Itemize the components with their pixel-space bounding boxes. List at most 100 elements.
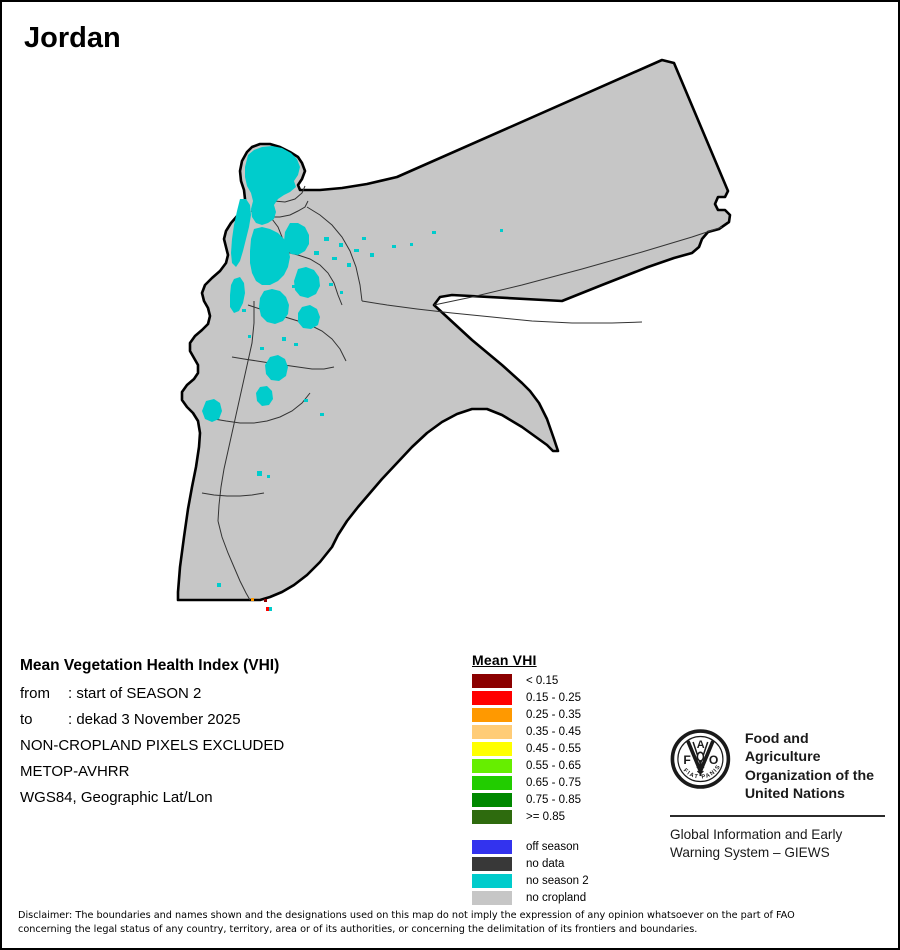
to-value: : dekad 3 November 2025 <box>68 711 241 728</box>
cyan-px-1 <box>324 237 329 241</box>
admin-line-zarqa-north <box>306 206 363 302</box>
vhi-px-cyan-s1 <box>269 607 272 611</box>
fao-org-name: Food and Agriculture Organization of the… <box>745 728 885 804</box>
cyan-px-26 <box>277 297 281 300</box>
giews-line-1: Global Information and Early <box>670 826 843 842</box>
legend-label-3: 0.35 - 0.45 <box>526 725 581 738</box>
jordan-map-svg <box>176 58 732 611</box>
cyan-px-2 <box>339 243 343 247</box>
from-value: : start of SEASON 2 <box>68 685 202 702</box>
legend-label-no-cropland: no cropland <box>526 891 587 904</box>
cyan-cluster-irbid <box>245 146 300 225</box>
cyan-cluster-madaba <box>265 355 288 381</box>
cyan-px-29 <box>254 257 258 261</box>
cyan-px-27 <box>432 231 436 234</box>
legend-swatch-8 <box>472 809 512 824</box>
disclaimer: Disclaimer: The boundaries and names sho… <box>18 909 886 937</box>
fao-org-line-1: Food and Agriculture <box>744 731 821 766</box>
cyan-px-12 <box>307 275 311 279</box>
legend-label-no-season-2: no season 2 <box>526 874 589 887</box>
cyan-px-3 <box>354 249 359 252</box>
legend-swatch-4 <box>472 741 512 756</box>
legend-label-4: 0.45 - 0.55 <box>526 742 581 755</box>
fao-emblem-icon: F A O FIAT PANIS <box>670 729 731 789</box>
cyan-px-11 <box>410 243 413 246</box>
cyan-cluster-salt <box>294 267 320 298</box>
legend-row-0: < 0.15 <box>472 672 642 689</box>
legend-label-7: 0.75 - 0.85 <box>526 793 581 806</box>
cyan-cluster-balqa <box>259 289 289 324</box>
legend-row-no-data: no data <box>472 855 642 872</box>
fao-org-line-2: Organization of the <box>744 767 875 784</box>
info-heading: Mean Vegetation Health Index (VHI) <box>20 657 280 674</box>
cyan-px-6 <box>347 263 351 267</box>
cyan-px-30 <box>242 309 246 312</box>
legend-title: Mean VHI <box>472 652 537 668</box>
cyan-cluster-madaba2 <box>256 386 273 406</box>
legend-swatch-no-data <box>472 856 512 871</box>
legend-row-5: 0.55 - 0.65 <box>472 757 642 774</box>
country-polygon-jordan <box>176 58 732 602</box>
cyan-px-28 <box>500 229 503 232</box>
svg-text:A: A <box>697 739 705 751</box>
info-row-from: from: start of SEASON 2 <box>20 685 450 702</box>
legend-row-off-season: off season <box>472 838 642 855</box>
cyan-cluster-karak <box>202 399 222 422</box>
cyan-px-20 <box>272 319 276 323</box>
cyan-px-16 <box>282 337 286 341</box>
cyan-px-25 <box>320 413 324 416</box>
legend-row-4: 0.45 - 0.55 <box>472 740 642 757</box>
cyan-cluster-amman-w <box>298 305 320 329</box>
fao-divider <box>670 814 885 817</box>
cyan-px-7 <box>314 251 319 255</box>
legend-swatch-2 <box>472 707 512 722</box>
cyan-px-15 <box>340 291 343 294</box>
vhi-px-darkred-1 <box>264 599 267 602</box>
legend-row-no-cropland: no cropland <box>472 889 642 906</box>
legend-swatch-1 <box>472 690 512 705</box>
admin-line-karak-tafila <box>213 392 311 424</box>
cyan-cluster-ajloun <box>250 227 290 285</box>
legend-row-no-season-2: no season 2 <box>472 872 642 889</box>
admin-boundaries <box>201 185 723 601</box>
cyan-px-19 <box>248 335 251 338</box>
cyan-px-14 <box>329 283 333 286</box>
cyan-px-9 <box>362 237 366 240</box>
jordan-national-fill <box>176 58 732 602</box>
info-note-projection: WGS84, Geographic Lat/Lon <box>20 789 213 806</box>
admin-line-mafraq-zarqa-east <box>361 300 643 324</box>
legend-swatch-off-season <box>472 839 512 854</box>
legend-swatch-no-season-2 <box>472 873 512 888</box>
vhi-class-pixels-south <box>251 598 272 611</box>
cyan-px-18 <box>260 347 264 350</box>
vhi-px-orange-1 <box>251 598 254 601</box>
legend-label-no-data: no data <box>526 857 565 870</box>
admin-line-tafila-maan <box>201 492 265 497</box>
vhi-px-red-1 <box>266 607 269 611</box>
legend-label-0: < 0.15 <box>526 674 559 687</box>
legend-label-6: 0.65 - 0.75 <box>526 776 581 789</box>
admin-line-maan-aqaba <box>217 520 251 601</box>
admin-line-jordan-valley <box>217 301 255 522</box>
svg-text:O: O <box>709 753 718 767</box>
map-info-block: Mean Vegetation Health Index (VHI) from:… <box>20 657 450 815</box>
legend-swatch-7 <box>472 792 512 807</box>
fao-branding: F A O FIAT PANIS Food and Agriculture Or… <box>670 728 885 862</box>
cyan-cluster-jerash <box>284 223 309 255</box>
info-note-sensor: METOP-AVHRR <box>20 763 130 780</box>
cyan-px-4 <box>370 253 374 257</box>
cyan-cluster-jordanvalley-m <box>230 277 245 313</box>
cyan-px-21 <box>257 471 262 476</box>
legend-row-1: 0.15 - 0.25 <box>472 689 642 706</box>
cyan-cluster-jordanvalley-n <box>231 199 251 267</box>
map-canvas <box>2 47 898 622</box>
legend-row-2: 0.25 - 0.35 <box>472 706 642 723</box>
to-label: to <box>20 711 33 728</box>
cyan-px-23 <box>217 583 221 587</box>
fao-logo-row: F A O FIAT PANIS Food and Agriculture Or… <box>670 728 885 804</box>
svg-text:F: F <box>683 753 690 767</box>
legend-label-off-season: off season <box>526 840 579 853</box>
cyan-px-22 <box>267 475 270 478</box>
vhi-no-season2-pixels <box>202 146 503 587</box>
cyan-px-10 <box>392 245 396 248</box>
